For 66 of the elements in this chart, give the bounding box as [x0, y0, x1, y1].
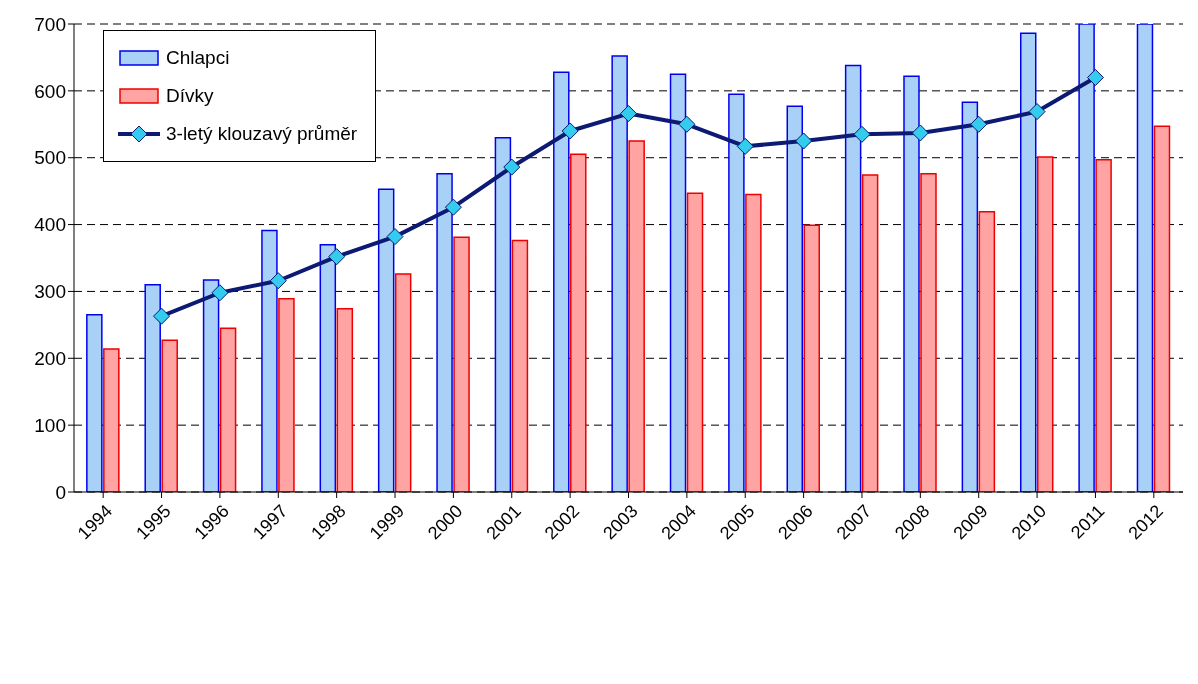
bar	[1095, 158, 1112, 492]
bar	[377, 188, 395, 492]
bar	[336, 308, 354, 492]
bar	[453, 236, 470, 492]
bar	[628, 140, 645, 492]
point	[153, 307, 171, 325]
bar	[920, 173, 937, 492]
bar	[86, 314, 103, 492]
bar	[728, 93, 745, 492]
point	[1086, 68, 1104, 86]
bar	[803, 224, 821, 492]
bar	[844, 64, 862, 492]
bar	[161, 339, 178, 492]
bar	[261, 229, 278, 492]
point	[911, 124, 929, 142]
point	[1028, 103, 1046, 121]
point	[328, 248, 346, 266]
bar	[436, 173, 453, 492]
bar	[903, 75, 920, 492]
bar	[394, 273, 412, 492]
bar	[669, 73, 687, 492]
point	[795, 132, 813, 150]
bar	[1019, 32, 1037, 492]
bar	[570, 153, 587, 492]
bar	[1136, 24, 1154, 492]
y-tick-label: 0	[55, 481, 66, 503]
bar	[219, 327, 237, 492]
bar	[978, 211, 996, 492]
point	[444, 198, 462, 216]
point	[561, 122, 579, 140]
legend-label: Chlapci	[166, 47, 230, 69]
y-tick-label: 400	[34, 214, 66, 236]
y-tick-label: 200	[34, 348, 66, 370]
point	[211, 284, 229, 302]
bar	[786, 105, 804, 492]
bar	[278, 298, 295, 492]
bar	[611, 55, 628, 492]
legend-label: Dívky	[166, 85, 214, 107]
bar	[511, 239, 529, 492]
legend-label: 3-letý klouzavý průměr	[166, 123, 358, 145]
point	[386, 228, 404, 246]
y-tick-label: 700	[34, 13, 66, 35]
point	[678, 115, 696, 133]
bar	[686, 192, 704, 492]
point	[970, 115, 988, 133]
bar	[319, 243, 337, 492]
bar	[144, 283, 161, 492]
point	[620, 105, 637, 123]
bar	[745, 193, 762, 492]
bar	[103, 348, 120, 492]
y-tick-label: 500	[34, 147, 66, 169]
bar	[1036, 156, 1054, 492]
point	[269, 272, 287, 290]
y-tick-label: 100	[34, 414, 66, 436]
y-tick-label: 300	[34, 281, 66, 303]
bar	[553, 71, 570, 492]
bar	[961, 101, 979, 492]
bar	[1078, 24, 1095, 492]
y-tick-label: 600	[34, 80, 66, 102]
bar	[1153, 125, 1171, 492]
point	[853, 125, 871, 143]
bar	[861, 174, 879, 492]
bar	[202, 279, 220, 492]
point	[736, 137, 754, 155]
bar	[494, 136, 512, 492]
point	[503, 158, 521, 176]
